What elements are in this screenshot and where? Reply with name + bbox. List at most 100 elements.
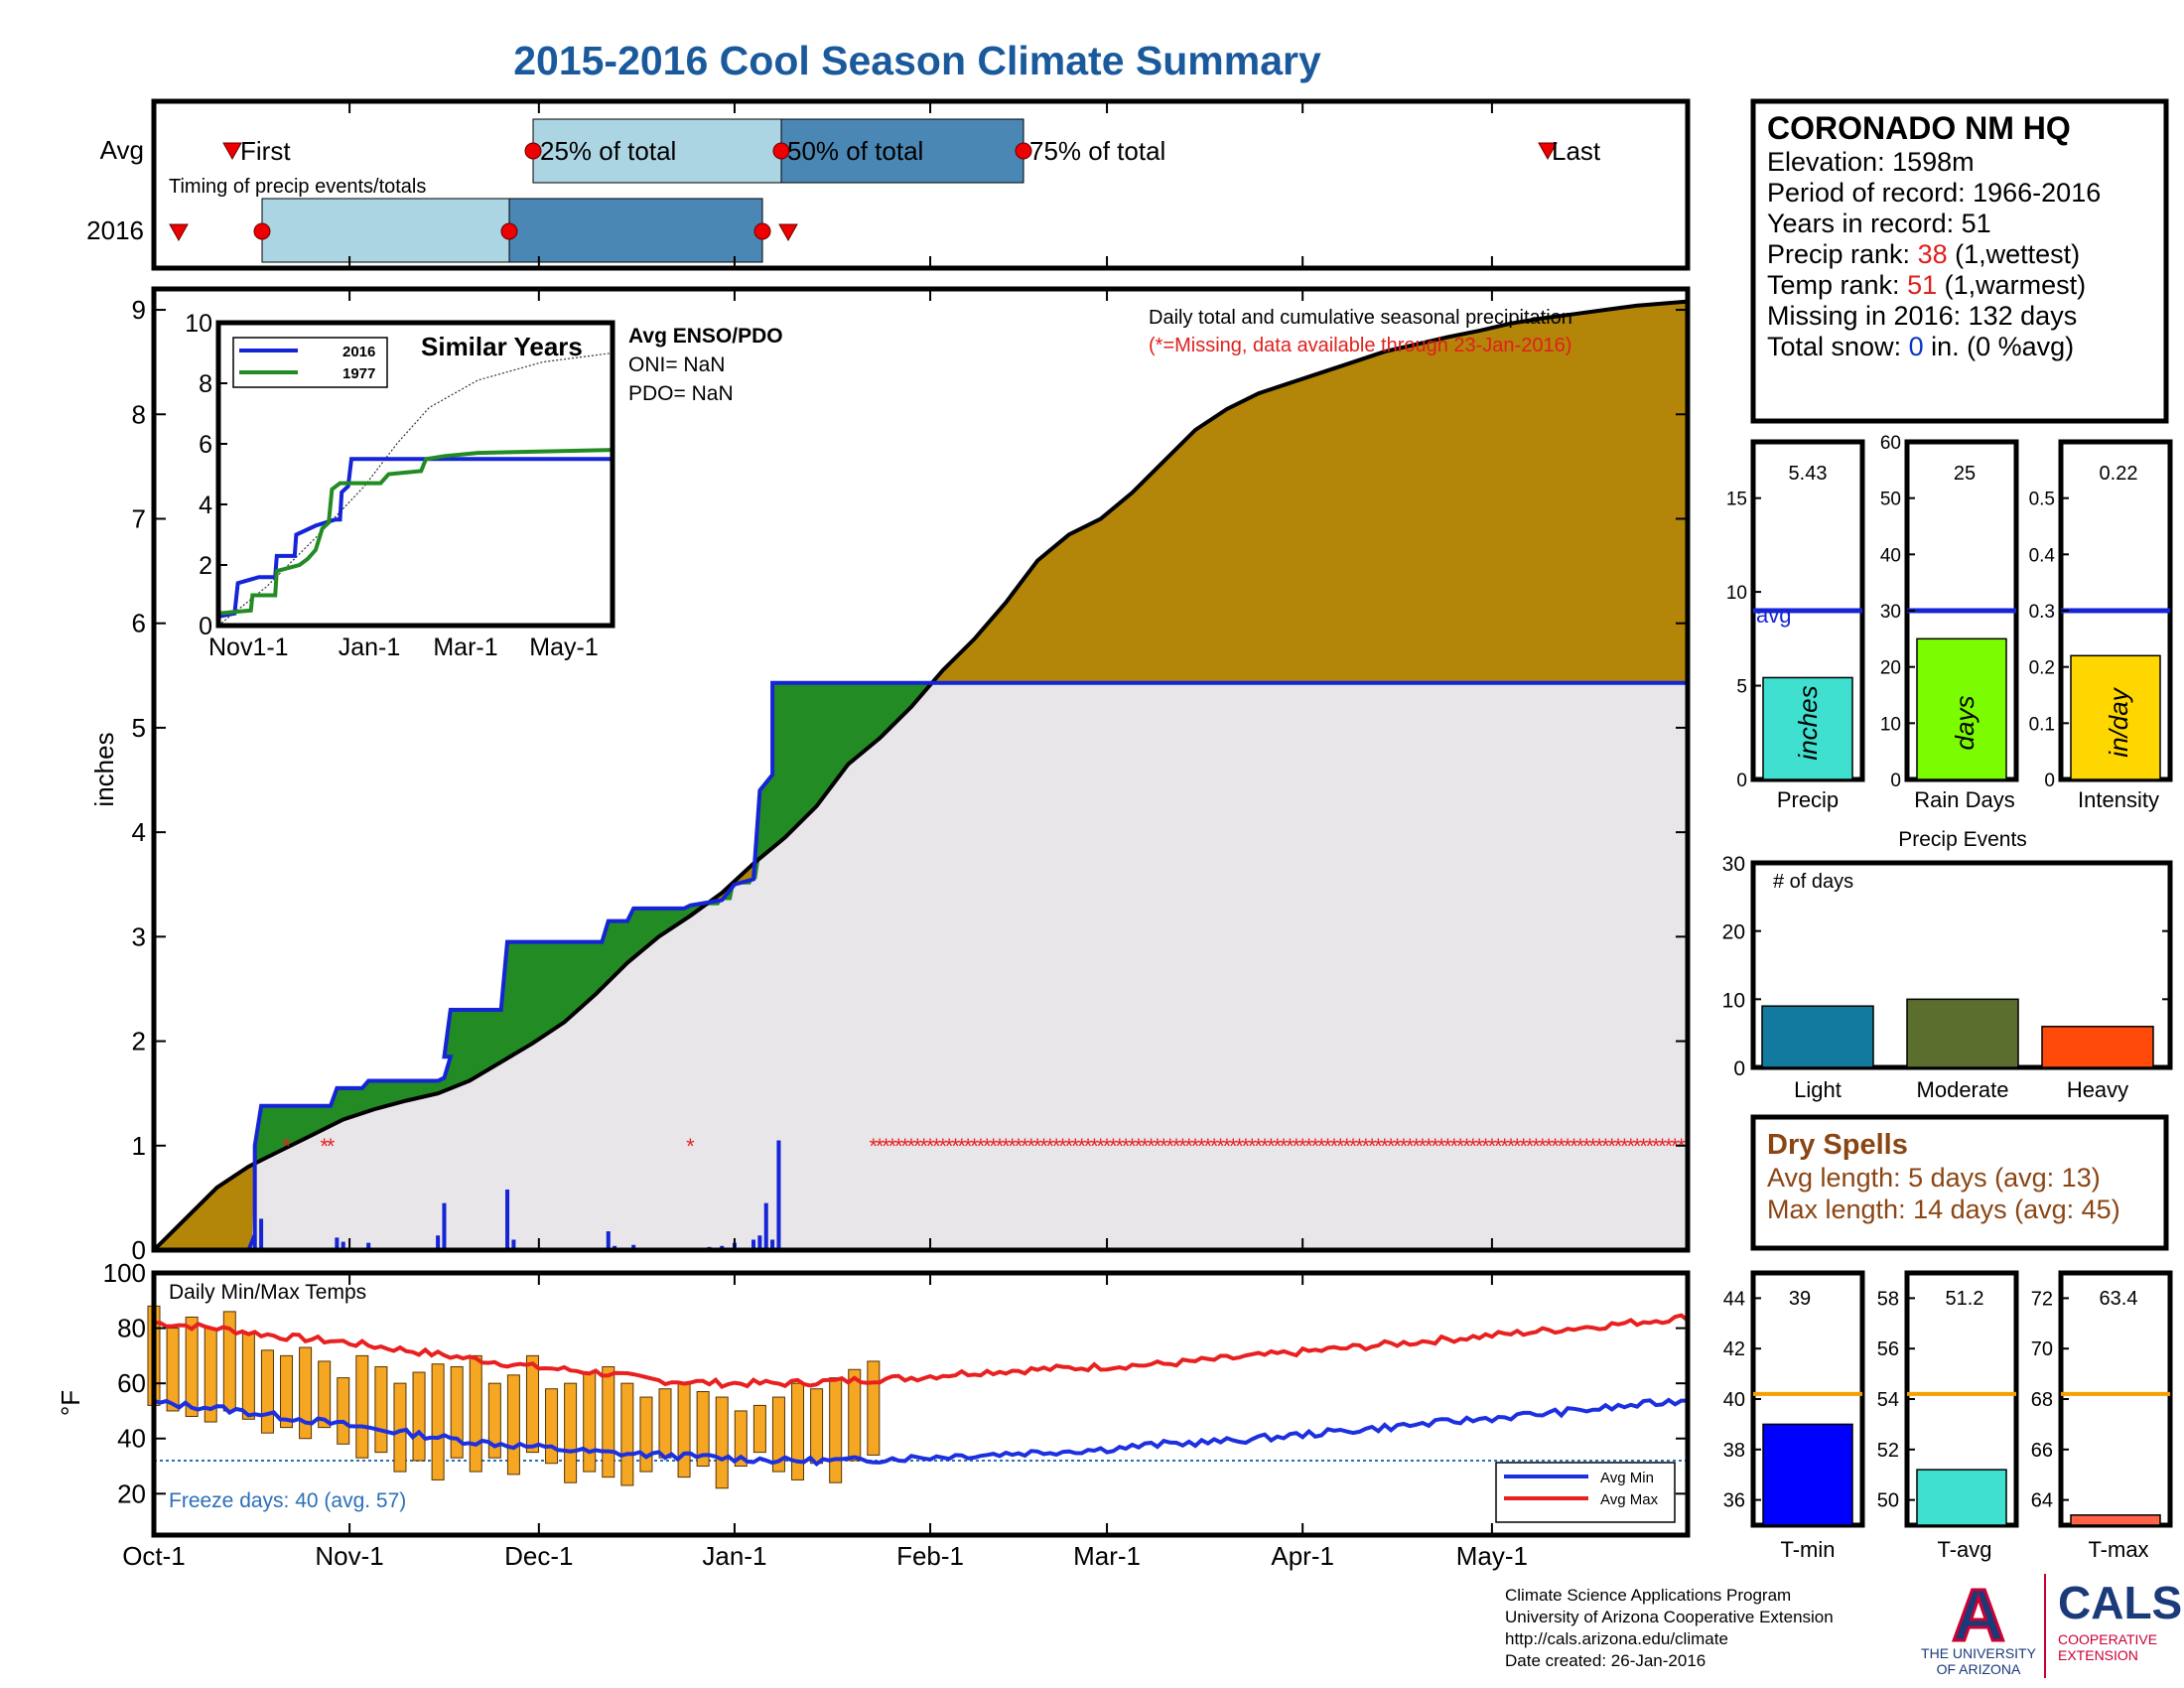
daily-precip-bar-19 <box>770 1239 775 1250</box>
missing-marker-44: * <box>1122 1134 1131 1159</box>
inset-xtick-0: Nov1-1 <box>208 633 289 661</box>
missing-marker-108: * <box>1526 1134 1535 1159</box>
y2016-75-marker <box>753 222 771 240</box>
precip-ytick-label-1: 1 <box>132 1131 146 1161</box>
temp-range-bar-25 <box>620 1382 634 1486</box>
precip-ytick-label-3: 3 <box>132 921 146 951</box>
footer: Climate Science Applications Program Uni… <box>1505 1573 2182 1678</box>
stat-bar-text-intensity: in/day <box>2104 686 2133 757</box>
temp-range-bar-33 <box>771 1396 785 1473</box>
missing-marker-41: * <box>1103 1134 1112 1159</box>
avg-75-marker <box>1015 142 1032 160</box>
timing-panel: Avg 2016 Timing of precip events/totals … <box>86 98 1691 271</box>
station-info-box: CORONADO NM HQ Elevation: 1598m Period o… <box>1750 98 2169 424</box>
missing-marker-11: * <box>913 1134 922 1159</box>
daily-precip-bar-18 <box>763 1202 768 1250</box>
temp-stat-ytick-label-0-4: 44 <box>1723 1288 1745 1310</box>
legend-avg-min-label: Avg Min <box>1600 1470 1654 1486</box>
inset-xtick-2: Mar-1 <box>433 633 497 661</box>
temp-range-bar-26 <box>639 1396 653 1473</box>
inset-series-1977 <box>217 448 614 616</box>
temp-range-bar-2 <box>185 1316 199 1418</box>
freeze-days-text: Freeze days: 40 (avg. 57) <box>169 1489 406 1512</box>
temp-range-bar-7 <box>280 1354 294 1429</box>
missing-marker-104: * <box>1500 1134 1509 1159</box>
missing-marker-9: * <box>900 1134 909 1159</box>
missing-marker-53: * <box>1178 1134 1187 1159</box>
station-missing: Missing in 2016: 132 days <box>1767 301 2077 331</box>
precip-stat-bars: 0 5 10 15 0 10 20 30 40 50 60 0 0.1 0.2 0.3 0.4 0.5 Prec… <box>1726 433 2173 812</box>
temp-range-bar-21 <box>545 1388 559 1465</box>
precip-note: Daily total and cumulative seasonal prec… <box>1149 307 1572 329</box>
stat-ytick-label-1-4: 40 <box>1880 545 1901 566</box>
precip-ylabel: inches <box>89 732 119 806</box>
missing-marker-62: * <box>1235 1134 1244 1159</box>
daily-precip-bar-0 <box>252 1234 257 1250</box>
daily-precip-bar-17 <box>757 1235 762 1250</box>
stat-value-precip: 5.43 <box>1789 463 1828 485</box>
snow-value: 0 <box>1909 332 1924 361</box>
missing-marker-84: * <box>1374 1134 1383 1159</box>
missing-marker-106: * <box>1513 1134 1522 1159</box>
missing-marker-80: * <box>1349 1134 1358 1159</box>
temp-range-bar-22 <box>564 1382 578 1483</box>
precip-events-panel: Precip Events 0 10 20 30 # of days Light Mo… <box>1722 828 2173 1102</box>
precip-rank-label: Precip rank: <box>1767 239 1918 269</box>
events-cat-moderate: Moderate <box>1917 1077 2009 1102</box>
stat-ytick-label-1-5: 50 <box>1880 490 1901 510</box>
precip-ytick-label-0: 0 <box>132 1235 146 1265</box>
missing-marker-78: * <box>1336 1134 1345 1159</box>
missing-marker-33: * <box>1052 1134 1061 1159</box>
missing-marker-100: * <box>1475 1134 1484 1159</box>
temp-stat-bar-t-min <box>1762 1423 1853 1526</box>
missing-marker-82: * <box>1361 1134 1370 1159</box>
missing-marker-10: * <box>907 1134 916 1159</box>
stat-bar-rain-days <box>1916 637 2007 780</box>
missing-marker-107: * <box>1519 1134 1528 1159</box>
missing-marker-69: * <box>1280 1134 1289 1159</box>
legend-avg-max-label: Avg Max <box>1600 1491 1659 1508</box>
inset-frame <box>215 320 615 629</box>
temp-stat-ytick-label-2-4: 72 <box>2031 1288 2053 1310</box>
temp-stat-ytick-label-2-2: 68 <box>2031 1389 2053 1411</box>
avg-first-label: First <box>240 136 291 166</box>
stat-value-intensity: 0.22 <box>2100 463 2138 485</box>
missing-marker-13: * <box>926 1134 935 1159</box>
temp-stat-ytick-label-0-2: 40 <box>1723 1389 1745 1411</box>
stat-ytick-label-1-6: 60 <box>1880 433 1901 454</box>
ua-logo: A THE UNIVERSITY OF ARIZONA <box>1921 1573 2037 1678</box>
temp-range-bar-17 <box>469 1354 482 1473</box>
missing-marker-71: * <box>1293 1134 1301 1159</box>
missing-marker-79: * <box>1342 1134 1351 1159</box>
missing-marker-4: * <box>870 1134 879 1159</box>
temp-bar-label-tavg: T-avg <box>1937 1537 1991 1562</box>
stat-ytick-label-1-1: 10 <box>1880 714 1901 735</box>
events-ytick-label-2: 20 <box>1722 921 1745 944</box>
stat-bar-text-raindays: days <box>1950 696 1979 751</box>
stat-avg-label: avg <box>1756 603 1791 628</box>
temp-range-bar-32 <box>752 1404 766 1454</box>
missing-marker-130: * <box>1665 1134 1674 1159</box>
footer-line-1: Climate Science Applications Program <box>1505 1586 1791 1605</box>
precip-ytick-label-2: 2 <box>132 1027 146 1056</box>
missing-marker-34: * <box>1058 1134 1067 1159</box>
dry-spells-box: Dry Spells Avg length: 5 days (avg: 13) … <box>1750 1114 2169 1251</box>
avg-25-marker <box>524 142 542 160</box>
temp-range-bar-31 <box>734 1410 748 1468</box>
temp-range-bar-35 <box>810 1388 824 1465</box>
missing-marker-57: * <box>1204 1134 1213 1159</box>
missing-marker-118: * <box>1588 1134 1597 1159</box>
missing-marker-28: * <box>1021 1134 1029 1159</box>
events-bar-light <box>1761 1005 1874 1068</box>
precip-ytick-label-6: 6 <box>132 609 146 638</box>
temp-xtick-label-2: Dec-1 <box>504 1541 573 1571</box>
avg-min-line <box>153 1397 1688 1468</box>
temp-range-bar-23 <box>583 1371 597 1473</box>
missing-marker-26: * <box>1008 1134 1017 1159</box>
missing-marker-25: * <box>1002 1134 1011 1159</box>
missing-marker-54: * <box>1184 1134 1193 1159</box>
temp-range-bar-14 <box>412 1371 426 1462</box>
temp-stat-ytick-label-1-1: 52 <box>1877 1440 1899 1462</box>
precip-ytick-label-7: 7 <box>132 503 146 533</box>
timing-caption: Timing of precip events/totals <box>169 176 426 198</box>
